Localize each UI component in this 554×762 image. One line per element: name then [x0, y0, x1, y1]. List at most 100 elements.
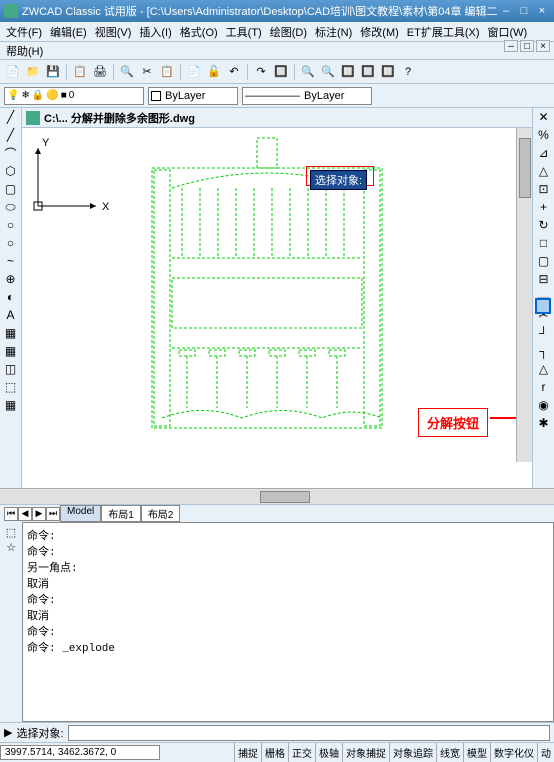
layout-nav-3[interactable]: ⏭ [46, 507, 60, 521]
toolbar-btn-14[interactable]: 🔍 [319, 63, 337, 81]
draw-tool-10[interactable]: ◐ [0, 288, 21, 306]
status-mode-2[interactable]: 正交 [288, 743, 315, 762]
window-title: ZWCAD Classic 试用版 - [C:\Users\Administra… [22, 3, 498, 19]
status-mode-7[interactable]: 模型 [463, 743, 490, 762]
status-mode-0[interactable]: 捕捉 [234, 743, 261, 762]
app-icon [4, 4, 18, 18]
modify-tool-3[interactable]: △ [533, 162, 554, 180]
status-mode-1[interactable]: 栅格 [261, 743, 288, 762]
layout-tab-Model[interactable]: Model [60, 505, 101, 522]
menu-7[interactable]: 标注(N) [311, 22, 356, 42]
linetype-combo[interactable]: ————— ByLayer [242, 87, 372, 105]
toolbar-btn-8[interactable]: 📄 [185, 63, 203, 81]
color-combo[interactable]: ByLayer [148, 87, 238, 105]
mdi-max[interactable]: □ [520, 40, 534, 52]
status-mode-8[interactable]: 数字化仪 [490, 743, 537, 762]
toolbar-btn-15[interactable]: 🔲 [339, 63, 357, 81]
mdi-close[interactable]: × [536, 40, 550, 52]
scrollbar-h[interactable] [0, 488, 554, 504]
cmd-prompt: 选择对象: [16, 725, 63, 741]
minimize-button[interactable]: – [498, 4, 514, 18]
toolbar-btn-1[interactable]: 📁 [24, 63, 42, 81]
toolbar-btn-2[interactable]: 💾 [44, 63, 62, 81]
status-mode-9[interactable]: 动 [537, 743, 554, 762]
draw-tool-11[interactable]: A [0, 306, 21, 324]
layout-tab-布局2[interactable]: 布局2 [141, 505, 181, 522]
menu-5[interactable]: 工具(T) [222, 22, 266, 42]
toolbar-btn-4[interactable]: 🖨 [91, 63, 109, 81]
draw-tool-3[interactable]: ⬡ [0, 162, 21, 180]
command-history: 命令: 命令: 另一角点: 取消 命令: 取消 命令: 命令: _explode [22, 522, 554, 722]
draw-tool-6[interactable]: ○ [0, 216, 21, 234]
modify-tool-13[interactable]: ┐ [533, 342, 554, 360]
menu-3[interactable]: 插入(I) [135, 22, 175, 42]
status-mode-6[interactable]: 线宽 [436, 743, 463, 762]
draw-tool-0[interactable]: ╱ [0, 108, 21, 126]
draw-tool-16[interactable]: ▦ [0, 396, 21, 414]
menu-2[interactable]: 视图(V) [91, 22, 136, 42]
layout-nav-1[interactable]: ◀ [18, 507, 32, 521]
draw-tool-7[interactable]: ○ [0, 234, 21, 252]
maximize-button[interactable]: □ [516, 4, 532, 18]
modify-tool-2[interactable]: ⊿ [533, 144, 554, 162]
draw-tool-1[interactable]: ╱ [0, 126, 21, 144]
draw-tool-4[interactable]: ▢ [0, 180, 21, 198]
modify-tool-1[interactable]: % [533, 126, 554, 144]
toolbar-btn-13[interactable]: 🔍 [299, 63, 317, 81]
layout-tab-布局1[interactable]: 布局1 [101, 505, 141, 522]
modify-tool-14[interactable]: △ [533, 360, 554, 378]
modify-tool-6[interactable]: ↻ [533, 216, 554, 234]
toolbar-btn-5[interactable]: 🔍 [118, 63, 136, 81]
layout-nav-0[interactable]: ⏮ [4, 507, 18, 521]
status-mode-4[interactable]: 对象捕捉 [342, 743, 389, 762]
layer-control[interactable]: 💡❄🔒🟡■0 [4, 87, 144, 105]
draw-tool-2[interactable]: ⌒ [0, 144, 21, 162]
modify-tool-15[interactable]: r [533, 378, 554, 396]
toolbar-btn-17[interactable]: 🔲 [379, 63, 397, 81]
status-mode-3[interactable]: 极轴 [315, 743, 342, 762]
menu-1[interactable]: 编辑(E) [46, 22, 91, 42]
toolbar-btn-0[interactable]: 📄 [4, 63, 22, 81]
scrollbar-v[interactable] [516, 128, 532, 462]
status-mode-5[interactable]: 对象追踪 [389, 743, 436, 762]
toolbar-btn-11[interactable]: ↷ [252, 63, 270, 81]
explode-button-highlight[interactable] [535, 298, 551, 314]
modify-tool-5[interactable]: + [533, 198, 554, 216]
modify-tool-8[interactable]: ▢ [533, 252, 554, 270]
toolbar-btn-7[interactable]: 📋 [158, 63, 176, 81]
toolbar-btn-10[interactable]: ↶ [225, 63, 243, 81]
toolbar-btn-3[interactable]: 📋 [71, 63, 89, 81]
draw-tool-8[interactable]: ~ [0, 252, 21, 270]
toolbar-btn-9[interactable]: 🔓 [205, 63, 223, 81]
menu-8[interactable]: 修改(M) [356, 22, 403, 42]
modify-tool-12[interactable]: ┘ [533, 324, 554, 342]
annotation-label: 分解按钮 [418, 408, 488, 437]
modify-tool-7[interactable]: □ [533, 234, 554, 252]
toolbar-btn-12[interactable]: 🔲 [272, 63, 290, 81]
draw-tool-12[interactable]: ▦ [0, 324, 21, 342]
draw-tool-14[interactable]: ◫ [0, 360, 21, 378]
draw-tool-5[interactable]: ⬭ [0, 198, 21, 216]
modify-tool-0[interactable]: ✕ [533, 108, 554, 126]
close-button[interactable]: × [534, 4, 550, 18]
menu-4[interactable]: 格式(O) [176, 22, 222, 42]
menu-10[interactable]: 窗口(W) [484, 22, 532, 42]
drawing-canvas[interactable]: 选择对象: 分解按钮 X Y [22, 128, 532, 488]
menu-help[interactable]: 帮助(H) [6, 43, 43, 59]
menu-0[interactable]: 文件(F) [2, 22, 46, 42]
menu-6[interactable]: 绘图(D) [266, 22, 311, 42]
draw-tool-15[interactable]: ⬚ [0, 378, 21, 396]
layout-nav-2[interactable]: ▶ [32, 507, 46, 521]
mdi-min[interactable]: – [504, 40, 518, 52]
toolbar-btn-6[interactable]: ✂ [138, 63, 156, 81]
draw-tool-13[interactable]: ▦ [0, 342, 21, 360]
draw-tool-9[interactable]: ⊕ [0, 270, 21, 288]
command-input[interactable] [68, 725, 550, 741]
menu-9[interactable]: ET扩展工具(X) [403, 22, 484, 42]
toolbar-btn-18[interactable]: ? [399, 63, 417, 81]
toolbar-btn-16[interactable]: 🔲 [359, 63, 377, 81]
modify-tool-4[interactable]: ⊡ [533, 180, 554, 198]
modify-tool-9[interactable]: ⊟ [533, 270, 554, 288]
modify-tool-17[interactable]: ✱ [533, 414, 554, 432]
modify-tool-16[interactable]: ◉ [533, 396, 554, 414]
